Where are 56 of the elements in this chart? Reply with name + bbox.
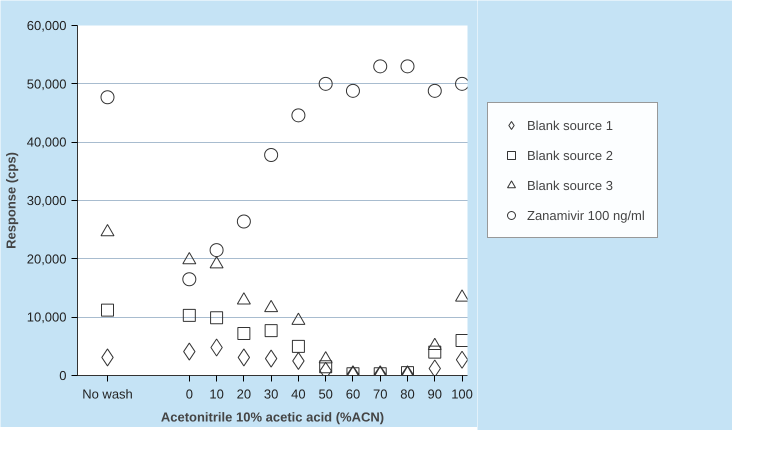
y-tick-label: 60,000 xyxy=(26,18,67,33)
y-axis-title: Response (cps) xyxy=(4,152,19,249)
point xyxy=(210,243,224,258)
point xyxy=(428,346,442,359)
point xyxy=(264,300,278,312)
y-tick-label: 0 xyxy=(59,368,67,383)
legend-label: Blank source 1 xyxy=(527,118,613,132)
point xyxy=(236,292,251,305)
x-tick-label: 60 xyxy=(346,386,360,402)
point xyxy=(264,148,278,162)
point xyxy=(292,352,305,370)
y-tick-label: 30,000 xyxy=(26,193,67,208)
point xyxy=(264,350,278,368)
point xyxy=(291,312,306,325)
point xyxy=(428,84,442,98)
x-tick-label: 90 xyxy=(428,386,442,402)
x-tick-label: 40 xyxy=(291,386,306,402)
point xyxy=(210,311,224,324)
point xyxy=(237,327,250,340)
point xyxy=(236,214,251,228)
legend-label: Blank source 2 xyxy=(527,148,613,162)
point xyxy=(264,324,278,338)
point xyxy=(291,108,306,122)
x-tick-label: No wash xyxy=(82,386,133,402)
point xyxy=(346,84,360,98)
point xyxy=(428,338,442,350)
point xyxy=(101,348,114,366)
y-tick-label: 50,000 xyxy=(26,76,67,92)
point xyxy=(182,308,196,322)
x-tick-label: 0 xyxy=(186,386,193,402)
y-tick-label: 40,000 xyxy=(26,134,67,150)
point xyxy=(182,272,196,286)
point xyxy=(400,59,414,74)
x-tick-label: 20 xyxy=(236,386,252,402)
point xyxy=(238,348,250,366)
point xyxy=(456,334,468,347)
point xyxy=(100,90,114,104)
legend-label: Blank source 3 xyxy=(527,178,613,192)
y-tick-label: 20,000 xyxy=(26,251,67,266)
point xyxy=(373,59,388,74)
x-tick-label: 70 xyxy=(372,386,388,402)
x-tick-label: 50 xyxy=(318,386,333,402)
point xyxy=(318,76,333,91)
point xyxy=(292,340,305,353)
point xyxy=(101,304,114,317)
x-tick-label: 100 xyxy=(451,386,473,402)
x-axis-title: Acetonitrile 10% acetic acid (%ACN) xyxy=(160,410,384,424)
x-tick-label: 80 xyxy=(400,386,415,402)
y-tick-label: 10,000 xyxy=(26,310,67,325)
x-tick-label: 10 xyxy=(209,386,224,402)
point xyxy=(210,256,224,268)
point xyxy=(318,351,333,364)
legend-label: Zanamivir 100 ng/ml xyxy=(527,208,645,222)
point xyxy=(428,360,441,376)
point xyxy=(210,338,223,356)
x-tick-label: 30 xyxy=(264,386,278,402)
